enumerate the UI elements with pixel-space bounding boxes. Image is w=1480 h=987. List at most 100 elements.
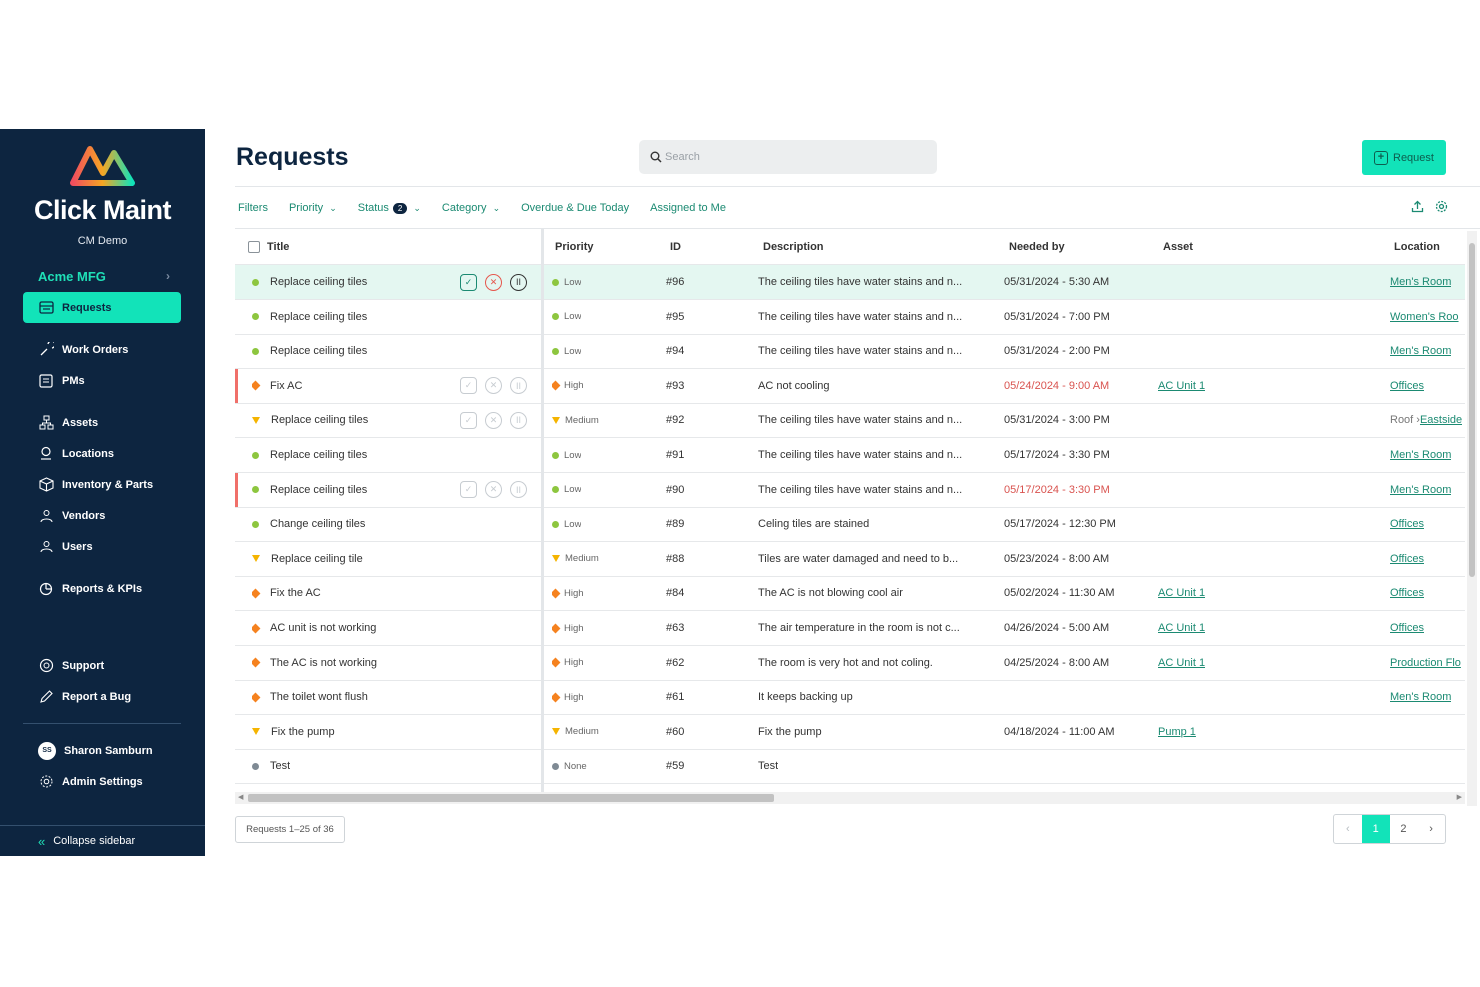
row-asset[interactable]: AC Unit 1 xyxy=(1158,646,1205,680)
sidebar-user[interactable]: SS Sharon Samburn xyxy=(23,735,181,766)
table-row[interactable]: Fix the AC High #84 The AC is not blowing c… xyxy=(235,576,1465,612)
table-row[interactable]: Fix the pump Medium #60 Fix the pump 04/18/2… xyxy=(235,715,1465,750)
row-title[interactable]: Replace ceiling tile xyxy=(252,542,363,576)
table-row[interactable]: Fix AC ✓ ✕ II High #93 AC not cooling 05/24/202… xyxy=(235,368,1465,404)
location-link[interactable]: Men's Room xyxy=(1390,691,1452,704)
sidebar-item-report-bug[interactable]: Report a Bug xyxy=(23,681,181,712)
row-location[interactable]: Offices xyxy=(1390,507,1424,541)
row-title[interactable]: Test xyxy=(252,749,290,783)
table-row[interactable]: Replace ceiling tiles Low #95 The ceiling t… xyxy=(235,300,1465,335)
row-title[interactable]: Change ceiling tiles xyxy=(252,507,365,541)
prev-page-button[interactable]: ‹ xyxy=(1346,823,1350,835)
row-location[interactable]: Offices xyxy=(1390,611,1424,645)
sidebar-item-assets[interactable]: Assets xyxy=(23,407,181,438)
assigned-to-me-filter[interactable]: Assigned to Me xyxy=(650,202,726,214)
row-location[interactable]: Men's Room xyxy=(1390,265,1451,299)
location-link[interactable]: Men's Room xyxy=(1390,449,1452,461)
column-id[interactable]: ID xyxy=(670,240,681,253)
row-location[interactable]: Offices xyxy=(1390,542,1424,576)
scroll-right-icon[interactable]: ▶ xyxy=(1456,794,1462,801)
approve-icon[interactable]: ✓ xyxy=(460,481,477,499)
row-location[interactable]: Offices xyxy=(1390,576,1424,610)
location-link[interactable]: Offices xyxy=(1390,552,1425,565)
row-title[interactable]: The toilet wont flush xyxy=(252,680,368,714)
sidebar-item-vendors[interactable]: Vendors xyxy=(23,500,181,531)
priority-filter[interactable]: Priority ⌄ xyxy=(289,202,337,214)
column-priority[interactable]: Priority xyxy=(555,240,594,253)
location-link[interactable]: Eastside xyxy=(1419,414,1463,427)
table-row[interactable]: Replace ceiling tiles Low #94 The ceiling t… xyxy=(235,334,1465,370)
row-title[interactable]: Replace ceiling tiles xyxy=(252,265,367,299)
page-1-button[interactable]: 1 xyxy=(1361,815,1390,843)
row-title[interactable]: AC unit is not working xyxy=(252,611,376,645)
table-row[interactable]: Change ceiling tiles Low #89 Celing tiles a… xyxy=(235,507,1465,543)
row-asset[interactable]: Pump 1 xyxy=(1158,715,1196,749)
sidebar-item-support[interactable]: Support xyxy=(23,650,181,681)
table-row[interactable]: Replace ceiling tile Medium #88 Tiles are w… xyxy=(235,542,1465,577)
asset-link[interactable]: AC Unit 1 xyxy=(1158,587,1206,600)
sidebar-item-admin-settings[interactable]: Admin Settings xyxy=(23,766,181,797)
table-row[interactable]: Replace ceiling tiles ✓ ✕ II Low #90 The ceili… xyxy=(235,472,1465,508)
row-title[interactable]: Replace ceiling tiles xyxy=(252,438,367,472)
horizontal-scrollbar[interactable]: ◀ ▶ xyxy=(235,792,1465,804)
sidebar-item-work-orders[interactable]: Work Orders xyxy=(23,334,181,365)
location-link[interactable]: Men's Room xyxy=(1390,276,1452,288)
export-icon[interactable] xyxy=(1411,200,1424,213)
vertical-scrollbar[interactable] xyxy=(1467,231,1477,806)
sidebar-item-requests[interactable]: Requests xyxy=(23,292,181,323)
pause-icon[interactable]: II xyxy=(510,481,527,499)
table-row[interactable]: AC unit is not working High #63 The air tem… xyxy=(235,611,1465,646)
pause-icon[interactable]: II xyxy=(510,411,527,429)
approve-icon[interactable]: ✓ xyxy=(460,411,477,429)
new-request-button[interactable]: + Request xyxy=(1362,140,1446,175)
select-all-checkbox[interactable] xyxy=(248,240,260,253)
column-description[interactable]: Description xyxy=(763,240,824,253)
row-location[interactable]: Women's Roo xyxy=(1390,300,1459,334)
decline-icon[interactable]: ✕ xyxy=(485,377,502,395)
row-title[interactable]: Replace ceiling tiles xyxy=(252,334,367,368)
pause-icon[interactable]: II xyxy=(510,273,527,291)
sidebar-item-pms[interactable]: PMs xyxy=(23,365,181,396)
decline-icon[interactable]: ✕ xyxy=(485,481,502,499)
sidebar-item-users[interactable]: Users xyxy=(23,531,181,562)
decline-icon[interactable]: ✕ xyxy=(485,411,502,429)
category-filter[interactable]: Category ⌄ xyxy=(442,202,500,214)
row-title[interactable]: Fix AC xyxy=(252,369,302,403)
overdue-filter[interactable]: Overdue & Due Today xyxy=(521,202,630,214)
table-row[interactable]: The AC is not working High #62 The room is … xyxy=(235,646,1465,681)
location-link[interactable]: Men's Room xyxy=(1390,345,1452,358)
asset-link[interactable]: AC Unit 1 xyxy=(1158,656,1206,669)
scroll-thumb[interactable] xyxy=(248,794,774,802)
row-location[interactable]: Men's Room xyxy=(1390,334,1451,368)
row-location[interactable]: Offices xyxy=(1390,369,1424,403)
row-location[interactable]: Men's Room xyxy=(1390,680,1451,714)
column-asset[interactable]: Asset xyxy=(1163,240,1193,253)
location-link[interactable]: Men's Room xyxy=(1390,483,1452,496)
sidebar-item-locations[interactable]: Locations xyxy=(23,438,181,469)
scroll-left-icon[interactable]: ◀ xyxy=(238,794,244,801)
decline-icon[interactable]: ✕ xyxy=(485,273,502,291)
search-input[interactable]: Search xyxy=(639,140,937,174)
row-location[interactable]: Men's Room xyxy=(1390,438,1451,472)
column-location[interactable]: Location xyxy=(1394,240,1440,253)
table-row[interactable]: Replace ceiling tiles ✓ ✕ II Low #96 The ceili… xyxy=(235,265,1465,300)
sidebar-item-inventory[interactable]: Inventory & Parts xyxy=(23,469,181,500)
filters-button[interactable]: Filters xyxy=(238,202,268,214)
table-row[interactable]: Test None #59 Test xyxy=(235,749,1465,785)
page-2-button[interactable]: 2 xyxy=(1400,823,1407,835)
pause-icon[interactable]: II xyxy=(510,377,527,395)
row-title[interactable]: Fix the AC xyxy=(252,576,321,610)
location-link[interactable]: Offices xyxy=(1390,518,1425,531)
row-location[interactable]: Men's Room xyxy=(1390,473,1451,507)
table-row[interactable]: The toilet wont flush High #61 It keeps bac… xyxy=(235,680,1465,716)
table-row[interactable]: Replace ceiling tiles Low #91 The ceiling t… xyxy=(235,438,1465,473)
row-asset[interactable]: AC Unit 1 xyxy=(1158,611,1205,645)
next-page-button[interactable]: › xyxy=(1429,823,1433,835)
row-title[interactable]: Fix the pump xyxy=(252,715,335,749)
row-title[interactable]: Replace ceiling tiles xyxy=(252,300,367,334)
table-row[interactable]: Replace ceiling tiles ✓ ✕ II Medium #92 The ce… xyxy=(235,403,1465,439)
settings-icon[interactable] xyxy=(1435,200,1448,213)
sidebar-item-reports[interactable]: Reports & KPIs xyxy=(23,573,181,604)
location-link[interactable]: Offices xyxy=(1390,587,1425,600)
row-location[interactable]: Roof › Eastside xyxy=(1390,403,1462,437)
